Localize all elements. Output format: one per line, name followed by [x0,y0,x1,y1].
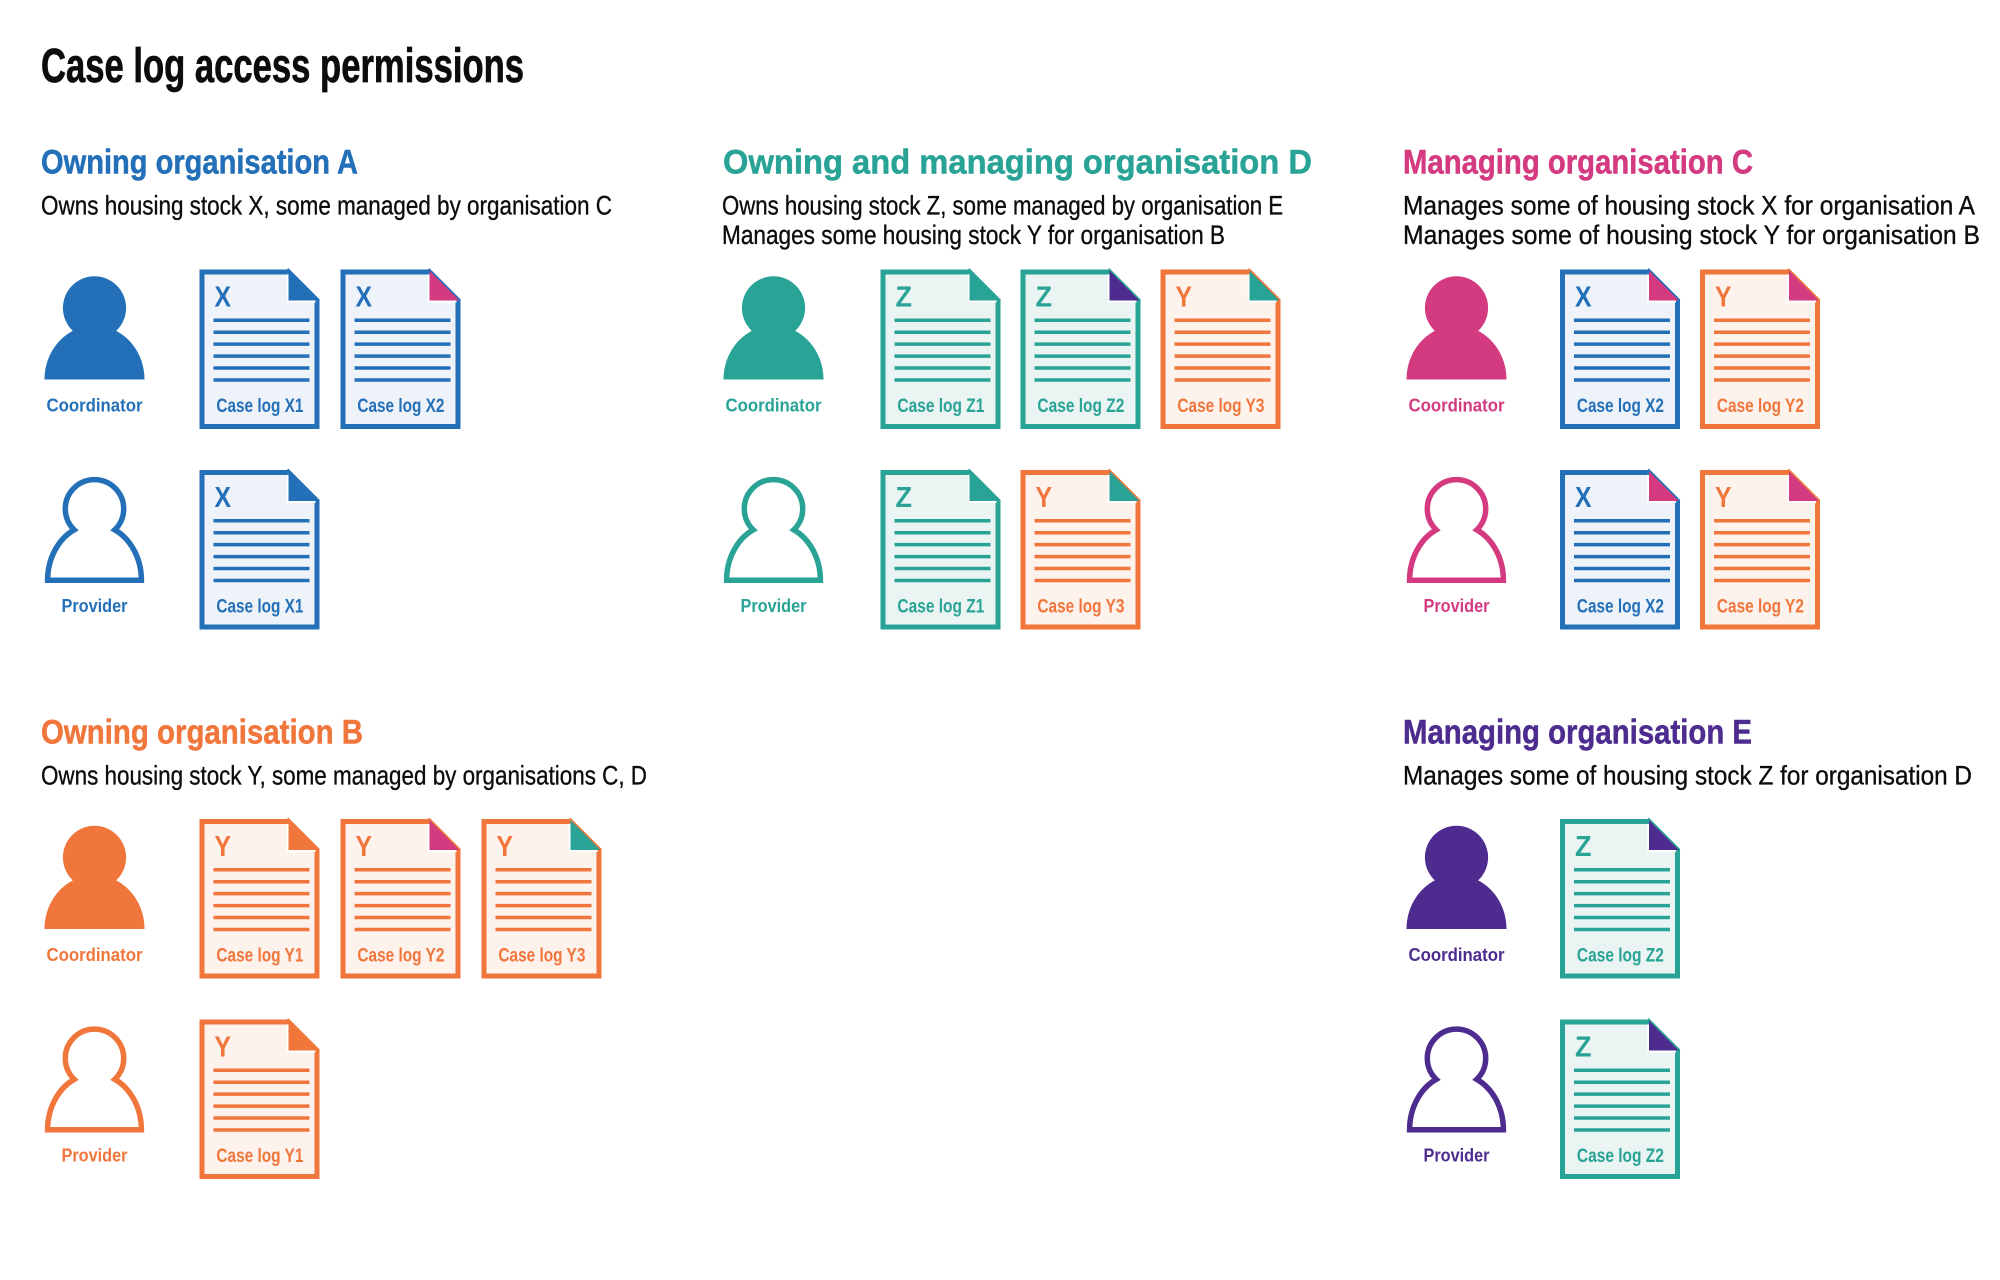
svg-text:X: X [1575,282,1592,314]
svg-text:X: X [215,282,232,314]
svg-text:Case log Y2: Case log Y2 [1717,396,1804,417]
svg-text:Y: Y [215,1032,232,1064]
svg-text:Case log Y3: Case log Y3 [1037,597,1124,618]
svg-text:X: X [215,482,232,514]
svg-text:Managing organisation C: Managing organisation C [1403,144,1753,182]
svg-text:Y: Y [215,831,232,863]
svg-text:Coordinator: Coordinator [47,395,143,415]
svg-text:Coordinator: Coordinator [47,945,143,965]
svg-text:Manages some housing stock Y f: Manages some housing stock Y for organis… [722,220,1225,250]
svg-text:Y: Y [1715,482,1732,514]
svg-text:Case log Y1: Case log Y1 [216,1146,303,1167]
svg-text:Owns housing stock Y, some man: Owns housing stock Y, some managed by or… [41,761,647,791]
svg-text:Provider: Provider [1424,1145,1490,1165]
svg-text:Case log Z2: Case log Z2 [1577,1146,1664,1167]
svg-text:Owns housing stock X, some man: Owns housing stock X, some managed by or… [41,191,612,221]
svg-text:Case log X1: Case log X1 [216,597,303,618]
svg-text:Y: Y [1715,282,1732,314]
svg-text:Coordinator: Coordinator [1409,945,1505,965]
svg-text:Manages some of housing stock: Manages some of housing stock Y for orga… [1403,220,1980,250]
svg-text:Case log X2: Case log X2 [1577,597,1664,618]
svg-text:Case log Z2: Case log Z2 [1037,396,1124,417]
svg-text:Case log X1: Case log X1 [216,396,303,417]
svg-text:Z: Z [896,282,913,314]
svg-text:Provider: Provider [1424,596,1490,616]
svg-text:Case log Y2: Case log Y2 [1717,597,1804,618]
svg-text:Coordinator: Coordinator [1409,395,1505,415]
svg-text:Y: Y [497,831,514,863]
svg-text:Case log Y3: Case log Y3 [1177,396,1264,417]
svg-text:Z: Z [1036,282,1053,314]
svg-text:Case log Z2: Case log Z2 [1577,946,1664,967]
svg-text:Provider: Provider [62,1145,128,1165]
svg-text:Case log X2: Case log X2 [357,396,444,417]
svg-text:Provider: Provider [62,596,128,616]
svg-text:Provider: Provider [741,596,807,616]
svg-text:Case log Y1: Case log Y1 [216,946,303,967]
svg-text:Case log Z1: Case log Z1 [897,396,984,417]
svg-text:Managing organisation E: Managing organisation E [1403,714,1752,752]
svg-text:Z: Z [1575,831,1592,863]
svg-text:Owns housing stock Z, some man: Owns housing stock Z, some managed by or… [722,191,1283,221]
svg-text:Y: Y [1176,282,1193,314]
svg-text:X: X [356,282,373,314]
svg-text:Manages some of housing stock: Manages some of housing stock X for orga… [1403,191,1975,221]
svg-text:Case log Y3: Case log Y3 [498,946,585,967]
svg-text:Z: Z [1575,1032,1592,1064]
svg-text:Case log Z1: Case log Z1 [897,597,984,618]
svg-text:Owning and managing organisati: Owning and managing organisation D [723,144,1312,182]
svg-text:Owning organisation B: Owning organisation B [41,714,363,752]
svg-text:Case log access permissions: Case log access permissions [41,40,524,93]
svg-text:Z: Z [896,482,913,514]
svg-text:Y: Y [356,831,373,863]
svg-text:Y: Y [1036,482,1053,514]
svg-text:Coordinator: Coordinator [726,395,822,415]
svg-text:Manages some of housing stock: Manages some of housing stock Z for orga… [1403,761,1972,791]
svg-text:Case log X2: Case log X2 [1577,396,1664,417]
svg-text:Owning organisation A: Owning organisation A [41,144,358,182]
svg-text:Case log Y2: Case log Y2 [357,946,444,967]
svg-text:X: X [1575,482,1592,514]
